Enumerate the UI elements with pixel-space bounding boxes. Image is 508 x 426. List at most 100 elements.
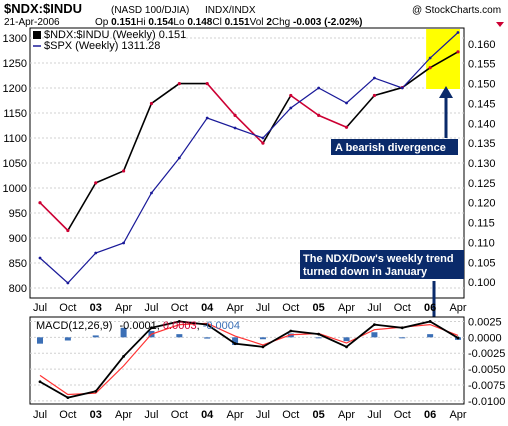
quote-value: 0.148 [187, 17, 212, 28]
x-tick-label: Oct [171, 302, 188, 314]
x-tick-label: 03 [90, 409, 102, 421]
spx-point [150, 191, 153, 195]
ratio-point [177, 81, 181, 86]
ratio-segment [122, 103, 153, 172]
x-tick-label: Jul [33, 409, 47, 421]
histogram-bar [64, 337, 71, 341]
arrow-head-icon [439, 86, 453, 98]
down-arrow-icon [496, 22, 504, 27]
x-tick-label: 05 [313, 302, 325, 314]
quote-label: Vol [250, 17, 267, 28]
macd-point [122, 354, 125, 358]
x-tick-label: Oct [59, 302, 76, 314]
macd-point [317, 332, 321, 336]
macd-legend: MACD(12,26,9) -0.0001, 0.0003, -0.0004 [36, 320, 240, 332]
ratio-legend-swatch [33, 31, 41, 39]
quote-label: Lo [173, 17, 187, 28]
ratio-point [149, 101, 154, 106]
macd-tick-label: -0.0075 [468, 380, 505, 392]
signal-value: 0.0003 [163, 320, 197, 332]
x-tick-label: Oct [171, 409, 188, 421]
right-tick-label: 0.115 [468, 218, 495, 230]
divergence-label: A bearish divergence [335, 142, 446, 154]
left-tick-label: 1100 [3, 133, 27, 145]
spx-series-line [39, 32, 459, 284]
macd-point [428, 320, 432, 323]
ratio-point [94, 181, 98, 185]
histogram-bar [371, 332, 378, 338]
ratio-segment [429, 51, 459, 69]
macd-points [38, 320, 460, 400]
left-tick-label: 900 [9, 233, 27, 245]
x-tick-label: Oct [394, 409, 411, 421]
trend-box [300, 250, 464, 279]
x-tick-label: Oct [394, 302, 411, 314]
ratio-segment [262, 95, 292, 144]
quote-label: Hi [136, 17, 148, 28]
right-tick-label: 0.140 [468, 118, 496, 130]
x-tick-label: Jul [33, 302, 47, 314]
right-tick-label: 0.105 [468, 257, 496, 269]
left-tick-label: 1150 [3, 108, 27, 120]
histogram-bar [92, 335, 99, 338]
ratio-segment [206, 83, 236, 116]
x-tick-label: 04 [201, 409, 214, 421]
x-tick-label: Apr [115, 409, 132, 421]
histogram-bar [427, 334, 434, 338]
ratio-point [344, 125, 349, 129]
macd-grid [30, 320, 464, 402]
x-tick-label: Apr [227, 302, 244, 314]
right-tick-label: 0.135 [468, 138, 496, 150]
macd-point [233, 342, 237, 346]
spx-point [122, 241, 125, 245]
right-tick-label: 0.160 [468, 39, 496, 51]
spx-point [233, 126, 237, 130]
ratio-point [122, 169, 126, 173]
quote-row: Op 0.151Hi 0.154Lo 0.148Cl 0.151Vol 2Chg… [95, 17, 362, 28]
left-tick-label: 1300 [3, 33, 27, 45]
chart-exchange: INDX/INDX [205, 5, 256, 16]
macd-point [261, 345, 265, 349]
ratio-segment [290, 94, 320, 117]
left-tick-label: 1250 [3, 58, 27, 70]
spx-point [94, 251, 98, 255]
left-tick-label: 800 [9, 283, 27, 295]
quote-value: -0.003 (-2.02%) [293, 17, 362, 28]
left-tick-label: 950 [9, 208, 27, 220]
macd-point [66, 396, 70, 400]
x-tick-label: Apr [449, 302, 466, 314]
macd-axis: 0.0025 0.0000 -0.0025 -0.0050 -0.0075 -0.0100 [468, 316, 505, 407]
histogram-bar [232, 337, 239, 345]
left-tick-label: 1000 [3, 183, 27, 195]
right-tick-label: 0.125 [468, 178, 496, 190]
x-tick-label: Jul [144, 302, 158, 314]
right-tick-label: 0.145 [468, 98, 496, 110]
macd-point [345, 345, 348, 349]
left-tick-label: 1050 [3, 158, 27, 170]
x-tick-label: Jul [144, 409, 158, 421]
macd-point [400, 326, 404, 330]
spx-point [345, 101, 348, 105]
ratio-axis: 0.100 0.105 0.110 0.115 0.120 0.125 0.130 0.135… [468, 39, 496, 289]
x-tick-label: Jul [256, 409, 270, 421]
ratio-points [38, 50, 460, 233]
divergence-box [331, 139, 458, 155]
macd-point [205, 323, 209, 327]
x-tick-label: Apr [338, 409, 355, 421]
ratio-point [205, 81, 209, 86]
ratio-segment [95, 170, 124, 184]
x-tick-label: Jul [367, 409, 381, 421]
right-tick-label: 0.100 [468, 277, 496, 289]
trend-annotation: The NDX/Dow's weekly trend turned down i… [300, 250, 464, 330]
macd-series-line [39, 320, 459, 399]
macd-point [177, 320, 181, 323]
price-grid [30, 37, 464, 289]
ratio-point [289, 93, 293, 98]
macd-tick-label: -0.0025 [468, 348, 505, 360]
right-tick-label: 0.120 [468, 198, 496, 210]
highlight-region [426, 29, 460, 89]
histogram-bar [399, 337, 406, 339]
spx-point [400, 86, 404, 90]
histogram-bar [120, 327, 127, 338]
spx-point [177, 156, 181, 160]
